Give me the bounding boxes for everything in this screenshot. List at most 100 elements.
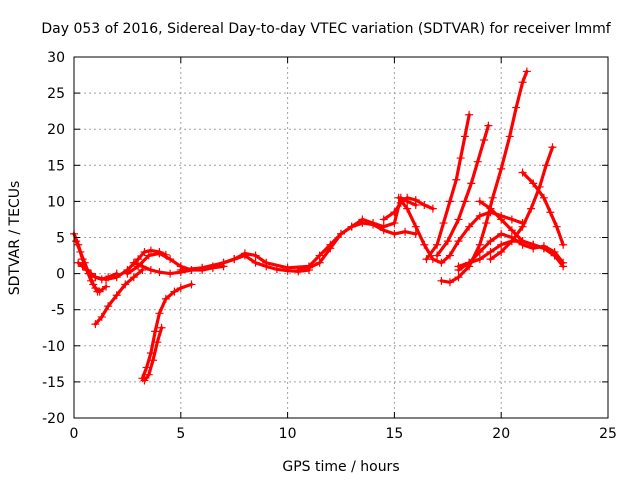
data-point	[251, 258, 260, 267]
x-tick-label: 0	[70, 426, 79, 442]
data-point	[473, 157, 482, 166]
x-tick-label: 10	[279, 426, 297, 442]
data-point	[559, 262, 568, 271]
data-point	[475, 211, 484, 220]
data-point	[390, 229, 399, 238]
y-tick-label: -20	[42, 411, 65, 427]
data-point	[411, 195, 420, 204]
data-point	[403, 204, 412, 213]
data-point	[91, 320, 100, 329]
x-tick-label: 15	[385, 426, 403, 442]
data-point	[550, 251, 559, 260]
data-point	[548, 143, 557, 152]
data-point	[176, 265, 185, 274]
data-point	[539, 193, 548, 202]
data-point	[155, 268, 164, 277]
data-point	[559, 240, 568, 249]
series-sat-c	[74, 258, 121, 284]
data-point	[497, 215, 506, 224]
data-point	[157, 323, 166, 332]
data-point	[240, 249, 249, 258]
data-point	[546, 208, 555, 217]
data-point	[403, 193, 412, 202]
data-point	[452, 175, 461, 184]
series-sat-g	[138, 280, 196, 383]
data-point	[488, 193, 497, 202]
data-point	[153, 338, 162, 347]
series-sat-h	[140, 323, 166, 385]
data-point	[78, 262, 87, 271]
y-tick-label: 30	[47, 50, 65, 66]
x-tick-label: 5	[176, 426, 185, 442]
data-point	[507, 237, 516, 246]
data-point	[72, 237, 81, 246]
data-point	[74, 258, 83, 267]
chart-title: Day 053 of 2016, Sidereal Day-to-day VTE…	[41, 21, 611, 37]
data-point	[422, 255, 431, 264]
data-point	[294, 265, 303, 274]
data-point	[480, 136, 489, 145]
data-point	[475, 240, 484, 249]
data-point	[522, 67, 531, 76]
data-point	[390, 208, 399, 217]
series-sat-n	[422, 110, 474, 264]
data-point	[347, 222, 356, 231]
data-point	[486, 247, 495, 256]
data-point	[482, 219, 491, 228]
data-point	[187, 280, 196, 289]
data-point	[166, 269, 175, 278]
series-line	[439, 69, 529, 284]
data-point	[394, 193, 403, 202]
data-point	[542, 161, 551, 170]
x-tick-label: 25	[599, 426, 617, 442]
data-point	[529, 179, 538, 188]
data-point	[445, 197, 454, 206]
data-point	[411, 222, 420, 231]
data-point	[337, 229, 345, 238]
data-point	[102, 282, 111, 291]
data-point	[467, 179, 476, 188]
data-point	[486, 255, 495, 264]
data-point	[112, 273, 121, 282]
data-point	[527, 204, 536, 213]
data-point	[151, 327, 160, 336]
data-point	[129, 258, 138, 267]
data-point	[149, 356, 158, 365]
data-point	[445, 251, 454, 260]
series-sat-o	[433, 121, 493, 260]
y-tick-label: 10	[47, 194, 65, 210]
data-point	[379, 215, 388, 224]
data-point	[465, 222, 474, 231]
data-point	[484, 121, 493, 130]
data-point	[144, 370, 153, 379]
y-tick-label: -15	[42, 375, 65, 391]
data-point	[121, 280, 130, 289]
data-point	[420, 240, 429, 249]
data-point	[230, 255, 239, 264]
x-tick-label: 20	[492, 426, 510, 442]
data-point	[76, 247, 85, 256]
data-point	[454, 262, 463, 271]
data-point	[91, 273, 100, 282]
series-sat-f	[91, 265, 147, 329]
data-point	[433, 240, 442, 249]
data-point	[518, 168, 527, 177]
data-point	[129, 273, 138, 282]
data-point	[428, 204, 437, 213]
series-line	[488, 145, 555, 261]
data-point	[475, 255, 484, 264]
series-sat-u	[454, 237, 559, 271]
data-point	[219, 258, 228, 267]
y-tick-label: 15	[47, 158, 65, 174]
data-point	[529, 240, 538, 249]
series-line	[125, 251, 226, 276]
y-tick-label: -5	[51, 303, 65, 319]
series-line	[456, 239, 557, 268]
series-layer	[70, 67, 568, 385]
data-point	[198, 263, 207, 272]
data-point	[146, 246, 155, 255]
data-point	[93, 287, 102, 296]
data-point	[454, 273, 463, 282]
data-point	[439, 219, 448, 228]
